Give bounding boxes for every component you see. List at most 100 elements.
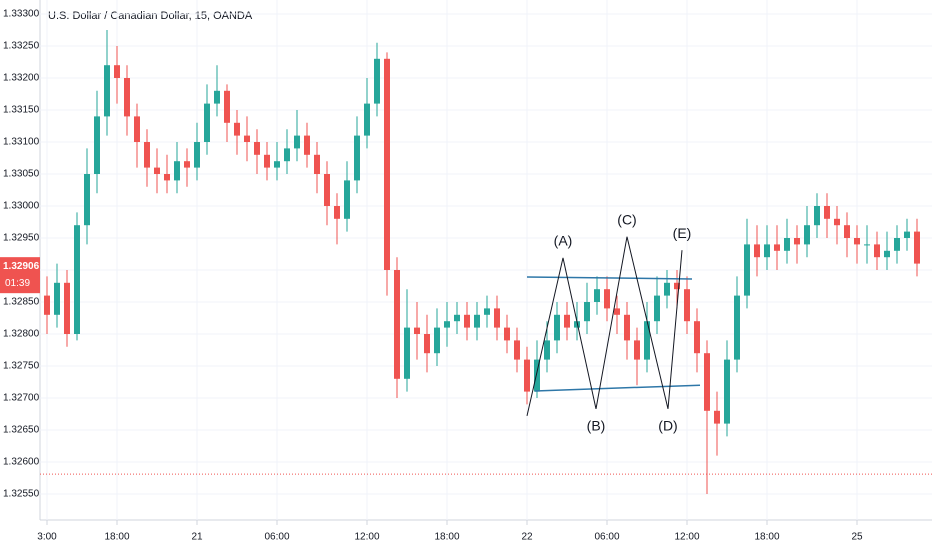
y-tick-label: 1.32700 bbox=[3, 393, 40, 404]
candle-body bbox=[54, 282, 60, 315]
pattern-label: (D) bbox=[658, 418, 677, 434]
candle-body bbox=[864, 244, 870, 246]
candle-body bbox=[74, 225, 80, 334]
x-tick-label: 25 bbox=[851, 532, 863, 543]
candle-body bbox=[274, 161, 280, 168]
candle-body bbox=[244, 135, 250, 142]
candle-body bbox=[234, 122, 240, 136]
x-tick-label: 18:00 bbox=[434, 532, 459, 543]
candle-body bbox=[144, 142, 150, 168]
candle-body bbox=[194, 142, 200, 168]
candle-body bbox=[814, 206, 820, 226]
candle-body bbox=[344, 180, 350, 219]
candle-body bbox=[774, 244, 780, 251]
candle-body bbox=[734, 295, 740, 360]
candle-body bbox=[574, 321, 580, 328]
y-tick-label: 1.32850 bbox=[3, 297, 40, 308]
x-tick-label: 18:00 bbox=[104, 532, 129, 543]
candle-body bbox=[884, 250, 890, 258]
candle-body bbox=[654, 295, 660, 322]
candle-body bbox=[614, 308, 620, 315]
candle-body bbox=[504, 327, 510, 341]
candle-body bbox=[454, 314, 460, 322]
x-tick-label: 22 bbox=[521, 532, 533, 543]
candle-body bbox=[414, 327, 420, 334]
candle-body bbox=[154, 167, 160, 174]
x-tick-label: 3:00 bbox=[37, 532, 57, 543]
pattern-line bbox=[526, 236, 683, 417]
candle-body bbox=[104, 65, 110, 117]
candle-body bbox=[134, 116, 140, 142]
candle-body bbox=[554, 314, 560, 341]
candle-body bbox=[314, 154, 320, 174]
candle-body bbox=[854, 238, 860, 245]
candle-body bbox=[284, 148, 290, 162]
candle-body bbox=[724, 359, 730, 424]
chart-title: U.S. Dollar / Canadian Dollar, 15, OANDA bbox=[48, 10, 253, 22]
candle-body bbox=[594, 289, 600, 302]
candle-body bbox=[914, 231, 920, 264]
candle-body bbox=[804, 225, 810, 245]
candle-body bbox=[294, 135, 300, 149]
y-tick-label: 1.32650 bbox=[3, 425, 40, 436]
countdown-label: 01:39 bbox=[5, 278, 30, 289]
y-tick-label: 1.33250 bbox=[3, 41, 40, 52]
candle-body bbox=[894, 238, 900, 251]
candle-body bbox=[264, 154, 270, 168]
candle-body bbox=[124, 78, 130, 117]
candle-body bbox=[424, 334, 430, 354]
candle-body bbox=[784, 238, 790, 251]
candle-body bbox=[254, 142, 260, 155]
y-tick-label: 1.33150 bbox=[3, 105, 40, 116]
candle-body bbox=[84, 174, 90, 226]
pattern-label: (B) bbox=[587, 418, 606, 434]
y-tick-label: 1.33200 bbox=[3, 73, 40, 84]
candle-body bbox=[484, 308, 490, 315]
candle-body bbox=[544, 340, 550, 360]
candle-body bbox=[474, 314, 480, 328]
candle-body bbox=[714, 410, 720, 424]
candle-body bbox=[674, 282, 680, 290]
candle-body bbox=[384, 58, 390, 270]
candle-body bbox=[634, 340, 640, 360]
y-tick-label: 1.32750 bbox=[3, 361, 40, 372]
pattern-label: (E) bbox=[673, 225, 692, 241]
candle-body bbox=[94, 116, 100, 174]
candle-body bbox=[44, 295, 50, 315]
candle-body bbox=[204, 103, 210, 142]
candle-body bbox=[644, 321, 650, 360]
trendline bbox=[534, 384, 701, 392]
candle-body bbox=[224, 90, 230, 123]
y-tick-label: 1.33300 bbox=[3, 9, 40, 20]
x-tick-label: 12:00 bbox=[674, 532, 699, 543]
candle-body bbox=[514, 340, 520, 360]
last-price-tag bbox=[0, 257, 40, 294]
y-tick-label: 1.32950 bbox=[3, 233, 40, 244]
candle-body bbox=[214, 90, 220, 104]
x-tick-label: 21 bbox=[191, 532, 203, 543]
candle-body bbox=[764, 244, 770, 258]
y-tick-label: 1.33100 bbox=[3, 137, 40, 148]
candle-body bbox=[64, 282, 70, 334]
candle-body bbox=[434, 327, 440, 354]
candle-body bbox=[664, 282, 670, 296]
candle-body bbox=[334, 206, 340, 219]
candle-body bbox=[354, 135, 360, 181]
pattern-label: (A) bbox=[554, 233, 573, 249]
candle-body bbox=[834, 218, 840, 226]
candle-body bbox=[404, 327, 410, 379]
y-tick-label: 1.32800 bbox=[3, 329, 40, 340]
candle-body bbox=[824, 206, 830, 219]
x-tick-label: 12:00 bbox=[354, 532, 379, 543]
candle-body bbox=[364, 103, 370, 136]
candle-body bbox=[184, 161, 190, 168]
candle-body bbox=[704, 353, 710, 411]
candle-body bbox=[174, 161, 180, 181]
candle-body bbox=[524, 359, 530, 392]
x-tick-label: 06:00 bbox=[264, 532, 289, 543]
candle-body bbox=[114, 65, 120, 78]
candle-body bbox=[464, 314, 470, 328]
candle-body bbox=[694, 321, 700, 354]
candle-body bbox=[164, 174, 170, 181]
